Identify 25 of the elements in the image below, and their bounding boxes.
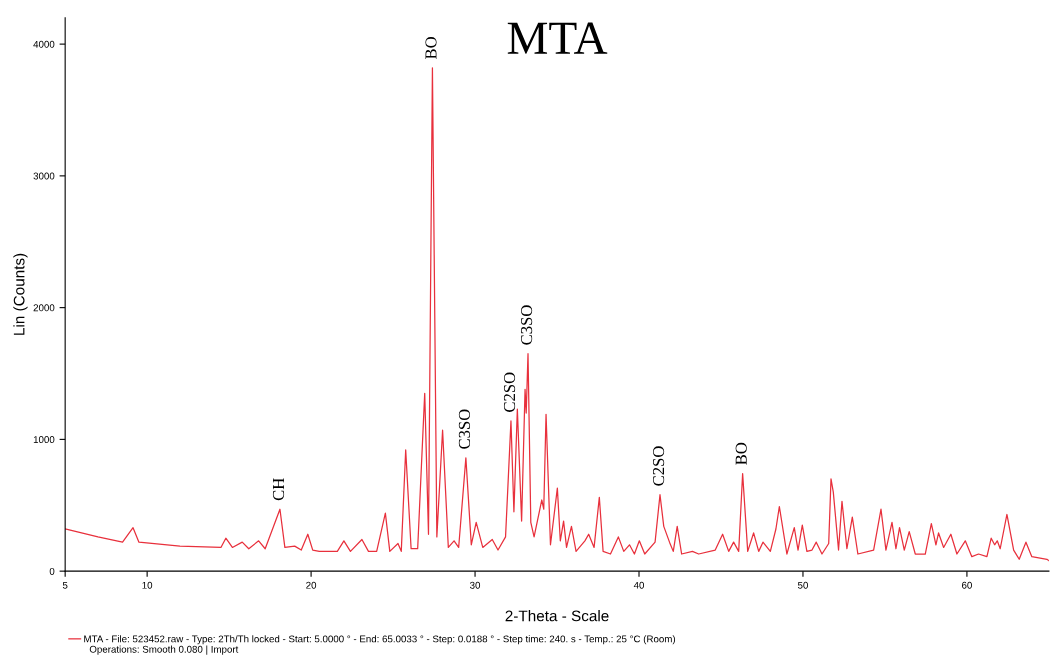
- y-tick-label: 1000: [33, 436, 55, 444]
- x-tick-label: 10: [142, 581, 153, 589]
- annotation: C2SO: [652, 446, 665, 486]
- y-axis-title: Lin (Counts): [13, 253, 28, 335]
- y-tick-label: 2000: [33, 304, 55, 312]
- x-tick-label: 60: [962, 581, 972, 589]
- y-tick-label: 0: [49, 567, 55, 575]
- y-tick-label: 4000: [33, 40, 55, 48]
- x-axis-title: 2-Theta - Scale: [505, 610, 609, 622]
- x-tick-label: 50: [797, 581, 808, 589]
- annotation: CH: [272, 478, 285, 501]
- annotation: C3SO: [520, 305, 533, 345]
- line-series: [65, 67, 1049, 562]
- x-tick-label: 40: [633, 581, 645, 589]
- y-tick-label: 3000: [33, 172, 55, 180]
- annotation: C2SO: [503, 372, 516, 412]
- legend-label: MTA - File: 523452.raw - Type: 2Th/Th locked - Start: 5.0000 ° - End: 65.0033 ° - Step: 0.0188 ° - Step time: 240. s - Temp.: 25 °C (Room): [84, 635, 676, 645]
- annotation: C3SO: [458, 409, 471, 449]
- annotation: BO: [735, 442, 747, 465]
- annotation: BO: [425, 37, 437, 60]
- x-tick-label: 20: [306, 581, 317, 589]
- x-tick-label: 30: [470, 581, 481, 589]
- x-tick-label: 5: [62, 581, 68, 589]
- chart-title: MTA: [507, 22, 608, 54]
- text: Operations: Smooth 0.080 | Import: [89, 645, 239, 655]
